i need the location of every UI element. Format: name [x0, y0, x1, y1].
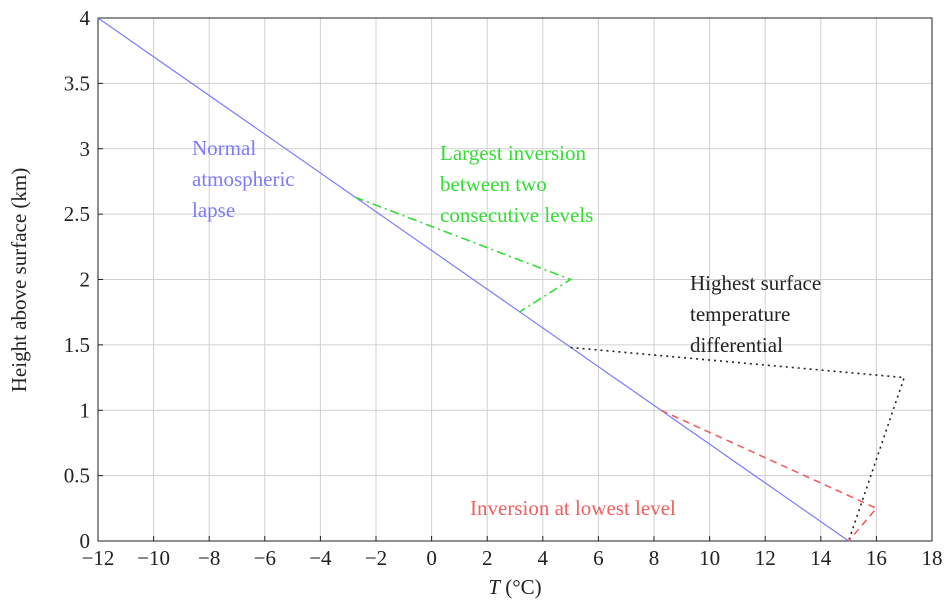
- x-tick-label: −2: [365, 546, 387, 570]
- annotation-line: lapse: [192, 198, 235, 222]
- y-tick-label: 3: [80, 137, 91, 161]
- annotation-line: atmospheric: [192, 167, 295, 191]
- annotation-line: Inversion at lowest level: [470, 496, 676, 520]
- y-tick-label: 3.5: [64, 71, 90, 95]
- x-axis-label: T (°C): [488, 575, 541, 599]
- series-line: [570, 346, 906, 542]
- x-tick-label: −10: [137, 546, 170, 570]
- series-annotation: Inversion at lowest level: [470, 496, 676, 520]
- y-axis-label: Height above surface (km): [7, 168, 31, 393]
- x-tick-label: 14: [810, 546, 832, 570]
- y-tick-label: 0.5: [64, 464, 90, 488]
- plot-frame: [97, 17, 933, 542]
- annotation-line: Largest inversion: [440, 141, 586, 165]
- y-tick-label: 1.5: [64, 333, 90, 357]
- x-tick-label: 2: [482, 546, 493, 570]
- x-tick-label: 8: [649, 546, 660, 570]
- annotation-line: Highest surface: [690, 271, 821, 295]
- series-annotation: Largest inversion between two consecutive …: [440, 141, 593, 227]
- x-axis-symbol: T: [488, 575, 501, 599]
- y-tick-label: 1: [80, 398, 91, 422]
- x-tick-label: 4: [538, 546, 549, 570]
- annotation-line: consecutive levels: [440, 203, 593, 227]
- annotation-line: differential: [690, 333, 783, 357]
- x-tick-label: −8: [198, 546, 220, 570]
- x-tick-label: −12: [82, 546, 115, 570]
- annotation-line: Normal: [192, 136, 256, 160]
- y-tick-label: 0: [80, 529, 91, 553]
- series-line: [660, 409, 878, 542]
- annotation-line: between two: [440, 172, 547, 196]
- x-tick-label: 18: [922, 546, 943, 570]
- y-tick-label: 4: [80, 6, 91, 30]
- y-tick-label: 2: [80, 268, 91, 292]
- x-tick-label: 10: [699, 546, 720, 570]
- x-tick-label: 0: [426, 546, 437, 570]
- series-annotation: Normal atmospheric lapse: [192, 136, 295, 222]
- x-tick-label: 12: [755, 546, 776, 570]
- series-annotation: Highest surface temperature differential: [690, 271, 821, 357]
- series-line: [97, 17, 849, 542]
- y-tick-label: 2.5: [64, 202, 90, 226]
- x-tick-label: −4: [309, 546, 332, 570]
- x-tick-label: 6: [593, 546, 604, 570]
- annotation-line: temperature: [690, 302, 790, 326]
- series-line: [354, 196, 573, 313]
- x-axis-unit: (°C): [505, 575, 541, 599]
- x-tick-label: 16: [866, 546, 887, 570]
- x-tick-label: −6: [254, 546, 276, 570]
